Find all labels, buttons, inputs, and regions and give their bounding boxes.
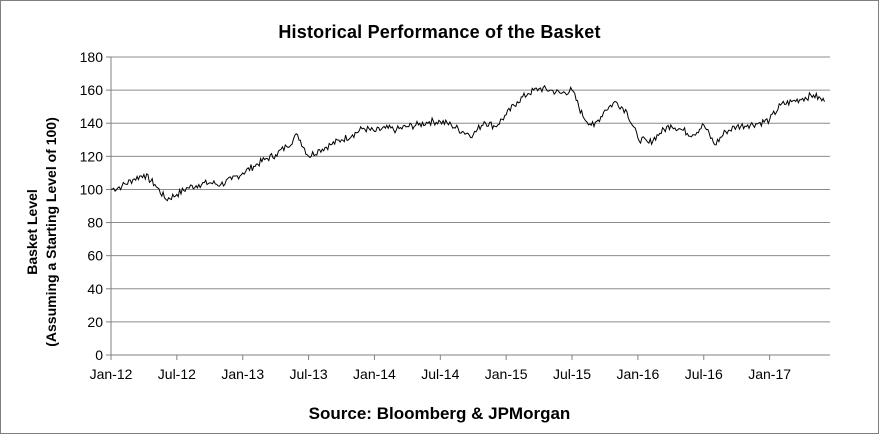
- y-tick-label: 140: [80, 115, 104, 131]
- x-tick-label: Jul-13: [290, 366, 328, 382]
- source-note: Source: Bloomberg & JPMorgan: [308, 404, 571, 423]
- chart-title: Historical Performance of the Basket: [278, 22, 601, 42]
- y-tick-label: 120: [80, 148, 104, 164]
- x-tick-label: Jul-16: [685, 366, 723, 382]
- y-tick-label: 60: [87, 248, 103, 264]
- x-tick-label: Jul-15: [553, 366, 591, 382]
- basket-level-line: [110, 84, 825, 202]
- y-axis-title-line-2: (Assuming a Starting Level of 100): [43, 117, 59, 347]
- x-tick-label: Jan-15: [485, 366, 528, 382]
- x-tick-label: Jan-16: [616, 366, 659, 382]
- y-tick-label: 20: [87, 314, 103, 330]
- y-tick-label: 160: [80, 82, 104, 98]
- y-tick-label: 180: [80, 49, 104, 65]
- x-tick-label: Jan-12: [90, 366, 133, 382]
- x-tick-label: Jan-13: [221, 366, 264, 382]
- y-tick-label: 80: [87, 215, 103, 231]
- y-tick-label: 40: [87, 281, 103, 297]
- x-tick-labels: Jan-12 Jul-12 Jan-13 Jul-13 Jan-14 Jul-14 Jan-…: [90, 355, 791, 382]
- gridlines: [106, 56, 830, 356]
- y-tick-labels: 0 20 40 60 80 100 120 140 160 180: [80, 49, 104, 363]
- x-tick-label: Jul-14: [421, 366, 459, 382]
- y-tick-label: 0: [95, 347, 103, 363]
- y-tick-label: 100: [80, 181, 104, 197]
- x-tick-label: Jan-14: [353, 366, 396, 382]
- x-tick-label: Jan-17: [748, 366, 791, 382]
- y-axis-title-line-1: Basket Level: [24, 189, 40, 275]
- x-tick-label: Jul-12: [158, 366, 196, 382]
